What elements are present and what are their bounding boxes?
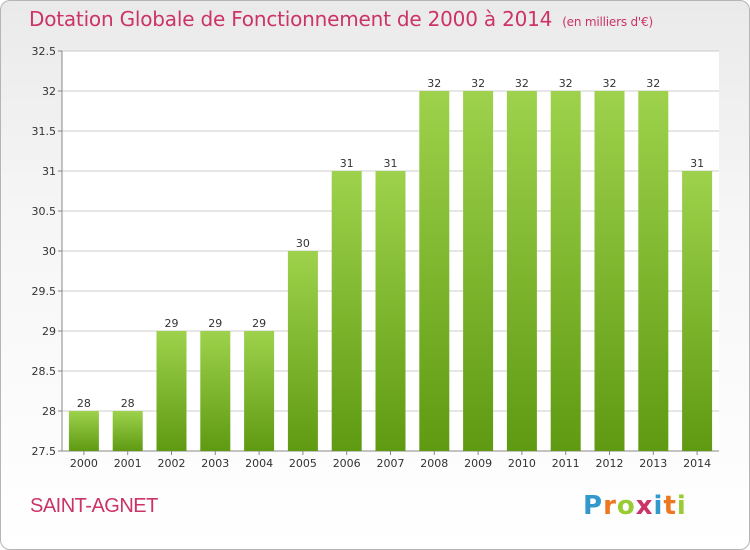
proxiti-logo: Proxiti <box>583 491 687 521</box>
x-tick-label: 2006 <box>333 457 361 470</box>
y-tick-label: 31 <box>42 165 56 178</box>
x-tick-label: 2014 <box>683 457 711 470</box>
logo-letter: i <box>653 491 664 521</box>
bar-value-label: 32 <box>427 77 441 90</box>
x-tick-label: 2000 <box>70 457 98 470</box>
bar <box>506 91 537 451</box>
y-tick-label: 29.5 <box>32 285 57 298</box>
y-tick-label: 30.5 <box>32 205 57 218</box>
x-tick-label: 2011 <box>552 457 580 470</box>
x-tick-label: 2012 <box>596 457 624 470</box>
bar-value-label: 28 <box>121 397 135 410</box>
x-tick-label: 2004 <box>245 457 273 470</box>
bar <box>594 91 625 451</box>
y-tick-label: 29 <box>42 325 56 338</box>
x-tick-label: 2001 <box>114 457 142 470</box>
bar-value-label: 31 <box>340 157 354 170</box>
bar <box>463 91 494 451</box>
bar-value-label: 32 <box>646 77 660 90</box>
x-tick-label: 2008 <box>420 457 448 470</box>
x-tick-label: 2003 <box>201 457 229 470</box>
bar <box>638 91 669 451</box>
y-tick-label: 28 <box>42 405 56 418</box>
bar <box>375 171 406 451</box>
bar-value-label: 31 <box>690 157 704 170</box>
chart-unit: (en milliers d'€) <box>562 15 653 29</box>
x-tick-label: 2013 <box>639 457 667 470</box>
logo-letter: t <box>663 491 677 521</box>
bar <box>112 411 143 451</box>
logo-letter: o <box>616 491 636 521</box>
bar <box>156 331 187 451</box>
x-tick-label: 2009 <box>464 457 492 470</box>
y-tick-label: 32 <box>42 85 56 98</box>
bar <box>200 331 231 451</box>
commune-name: SAINT-AGNET <box>30 495 158 517</box>
bar-value-label: 30 <box>296 237 310 250</box>
y-tick-label: 32.5 <box>32 45 57 58</box>
logo-letter: P <box>583 491 604 521</box>
bar-value-label: 31 <box>384 157 398 170</box>
x-tick-label: 2007 <box>377 457 405 470</box>
bar-value-label: 32 <box>471 77 485 90</box>
bar-value-label: 32 <box>559 77 573 90</box>
bar-value-label: 29 <box>165 317 179 330</box>
bar <box>419 91 450 451</box>
bar <box>287 251 318 451</box>
bar <box>331 171 362 451</box>
bar <box>682 171 713 451</box>
bar <box>244 331 275 451</box>
bar-value-label: 32 <box>603 77 617 90</box>
logo-letter: i <box>676 491 687 521</box>
bar <box>550 91 581 451</box>
y-tick-label: 28.5 <box>32 365 57 378</box>
x-tick-label: 2010 <box>508 457 536 470</box>
y-tick-label: 27.5 <box>32 445 57 458</box>
x-tick-label: 2002 <box>158 457 186 470</box>
bar <box>68 411 99 451</box>
y-tick-label: 30 <box>42 245 56 258</box>
logo-letter: x <box>635 491 654 521</box>
bar-value-label: 29 <box>208 317 222 330</box>
y-tick-label: 31.5 <box>32 125 57 138</box>
bar-value-label: 32 <box>515 77 529 90</box>
logo-letter: r <box>603 491 617 521</box>
bar-value-label: 29 <box>252 317 266 330</box>
bar-value-label: 28 <box>77 397 91 410</box>
chart-title: Dotation Globale de Fonctionnement de 20… <box>29 7 653 31</box>
x-tick-label: 2005 <box>289 457 317 470</box>
